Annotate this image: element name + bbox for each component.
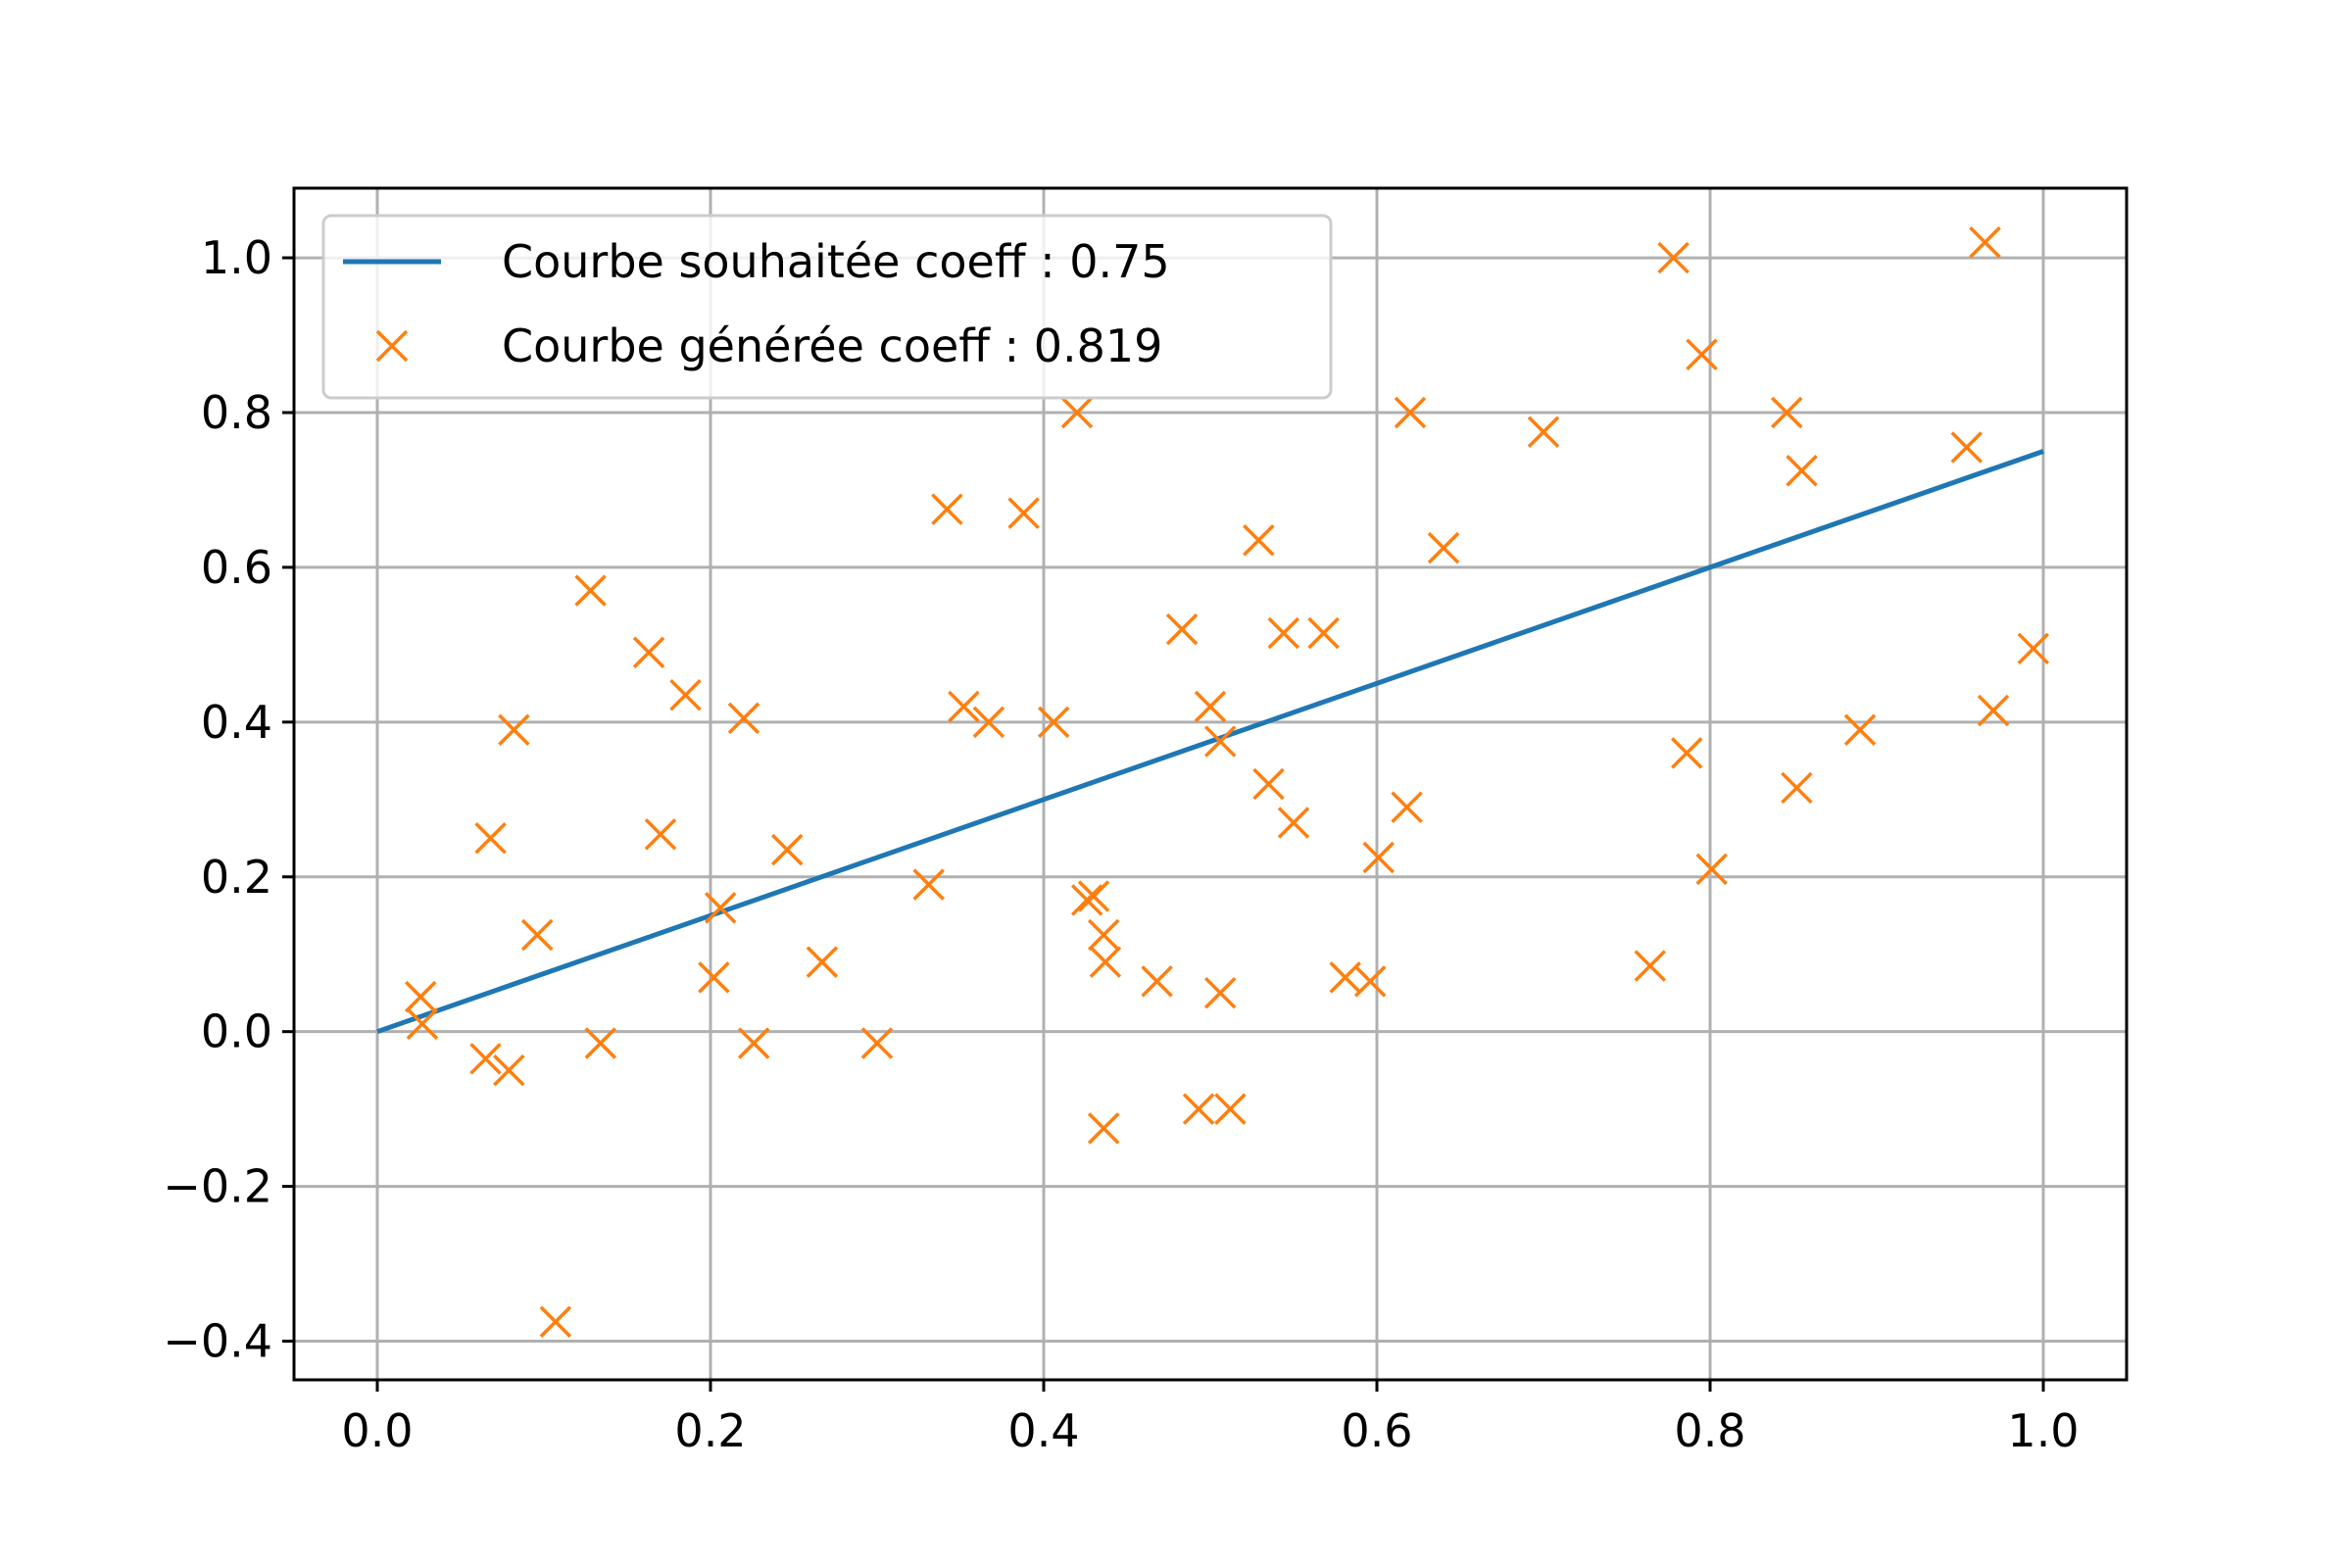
scatter-point [1037, 706, 1070, 739]
scatter-point [1089, 946, 1122, 978]
x-tick-label: 0.4 [1007, 1404, 1079, 1457]
scatter-point [1670, 737, 1703, 769]
y-tick-label: −0.2 [163, 1160, 272, 1213]
scatter-point [1781, 771, 1813, 805]
scatter-point [912, 868, 945, 901]
scatter-point [1843, 713, 1877, 746]
scatter-point [539, 1305, 572, 1339]
scatter-point [698, 961, 730, 994]
grid [294, 188, 2127, 1380]
scatter-point [1427, 531, 1460, 564]
scatter-point [737, 1027, 770, 1059]
line-series-trend [376, 449, 2044, 1035]
scatter-point [1686, 338, 1718, 371]
x-tick-label: 0.6 [1341, 1404, 1412, 1457]
axes-frame [292, 186, 2129, 1382]
scatter-point [1060, 396, 1094, 429]
scatter-point [1770, 396, 1803, 429]
x-tick-label: 0.2 [674, 1404, 746, 1457]
scatter-point [1214, 1093, 1247, 1125]
scatter-point [1077, 880, 1110, 912]
scatter-point [2017, 632, 2050, 665]
scatter-point [931, 493, 963, 525]
y-tick-label: 0.0 [201, 1005, 272, 1058]
scatter-point [972, 706, 1005, 739]
legend-marker-handle [375, 329, 409, 363]
scatter-point [632, 636, 665, 669]
scatter-point [1634, 950, 1667, 982]
scatter-point [1977, 694, 2010, 727]
scatter-point [574, 574, 607, 607]
scatter-point [727, 702, 760, 735]
y-tick-label: −0.4 [163, 1315, 272, 1368]
y-tick-label: 0.8 [201, 386, 272, 439]
scatter-point [404, 980, 437, 1013]
scatter-point [1087, 1112, 1120, 1145]
x-tick-label: 0.8 [1674, 1404, 1745, 1457]
x-tick-label: 0.0 [341, 1404, 413, 1457]
scatter-point [1243, 524, 1275, 557]
scatter-point [1194, 690, 1227, 723]
scatter-point [1141, 965, 1173, 998]
scatter-point [644, 818, 677, 851]
scatter-point [1362, 841, 1395, 874]
x-tick-label: 1.0 [2007, 1404, 2079, 1457]
legend-label: Courbe souhaitée coeff : 0.75 [502, 235, 1170, 288]
scatter-point [1165, 612, 1199, 646]
scatter-point [860, 1027, 894, 1059]
scatter-point [1007, 497, 1040, 529]
scatter-point [1786, 454, 1818, 487]
scatter-point [1353, 965, 1387, 998]
legend-box [321, 214, 1333, 400]
scatter-point [1307, 616, 1340, 650]
scatter-point [406, 1007, 439, 1041]
axis-ticks: 0.0 0.2 0.4 0.6 0.8 1.0 −0.4 −0.2 0.0 0.2 0.4 0.6 0.… [163, 231, 2079, 1457]
scatter-point [1394, 396, 1427, 429]
scatter-point [704, 892, 737, 924]
scatter-point [1391, 791, 1423, 823]
scatter-point [1527, 416, 1560, 448]
scatter-point [1087, 918, 1120, 952]
scatter-point [584, 1027, 617, 1059]
scatter-point [1277, 807, 1310, 839]
scatter-point [1203, 725, 1237, 758]
scatter-point [498, 713, 530, 746]
scatter-point [1657, 241, 1690, 274]
scatter-point [770, 833, 804, 866]
scatter-point [1182, 1093, 1215, 1125]
scatter-point [948, 690, 980, 723]
scatter-point [1252, 767, 1285, 801]
scatter-point [1695, 853, 1728, 886]
y-tick-label: 0.2 [201, 851, 272, 904]
legend-label: Courbe générée coeff : 0.819 [502, 319, 1162, 372]
y-tick-label: 0.4 [201, 696, 272, 749]
scatter-point [1203, 976, 1237, 1009]
scatter-point [1070, 884, 1103, 916]
plot-data [376, 226, 2050, 1339]
scatter-point [1969, 226, 2001, 259]
scatter-point [469, 1043, 502, 1075]
scatter-point [669, 678, 702, 711]
legend: Courbe souhaitée coeff : 0.75 Courbe géné… [321, 214, 1333, 400]
y-tick-label: 1.0 [201, 231, 272, 284]
scatter-point [1267, 616, 1300, 650]
scatter-point [493, 1054, 525, 1087]
scatter-point [1950, 431, 1984, 464]
y-tick-label: 0.6 [201, 541, 272, 594]
scatter-point [474, 822, 507, 855]
scatter-point [520, 918, 554, 952]
scatter-point [806, 946, 839, 978]
